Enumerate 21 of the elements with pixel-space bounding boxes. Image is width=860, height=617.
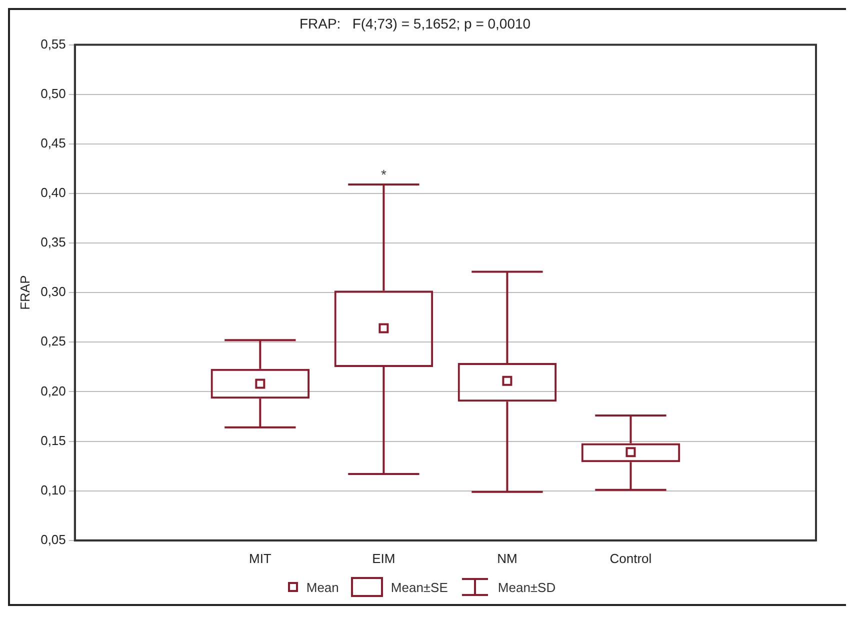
y-tick-label: 0,55 (40, 36, 66, 52)
text: Mean±SD (498, 580, 556, 594)
x-tick-label: Control (610, 550, 652, 566)
y-tick-label: 0,50 (40, 86, 66, 101)
y-tick-label: 0,35 (40, 234, 66, 250)
y-tick-label: 0,30 (40, 284, 66, 300)
chart-title: FRAP: F(4;73) = 5,1652; p = 0,0010 (299, 15, 531, 32)
y-tick-label: 0,20 (40, 383, 66, 398)
y-tick-label: 0,45 (40, 136, 66, 150)
x-tick-label: MIT (248, 550, 272, 566)
annotation: * (380, 166, 387, 182)
y-tick-label: 0,25 (40, 334, 66, 349)
x-tick-label: NM (497, 550, 518, 566)
y-tick-label: 0,05 (40, 532, 66, 547)
y-tick-label: 0,40 (40, 185, 66, 200)
y-tick-label: 0,10 (40, 482, 66, 498)
text: Mean±SE (390, 580, 448, 594)
y-axis-title: FRAP (17, 275, 32, 310)
text: Mean (306, 580, 339, 594)
y-tick-label: 0,15 (40, 432, 66, 448)
x-tick-label: EIM (372, 550, 396, 566)
